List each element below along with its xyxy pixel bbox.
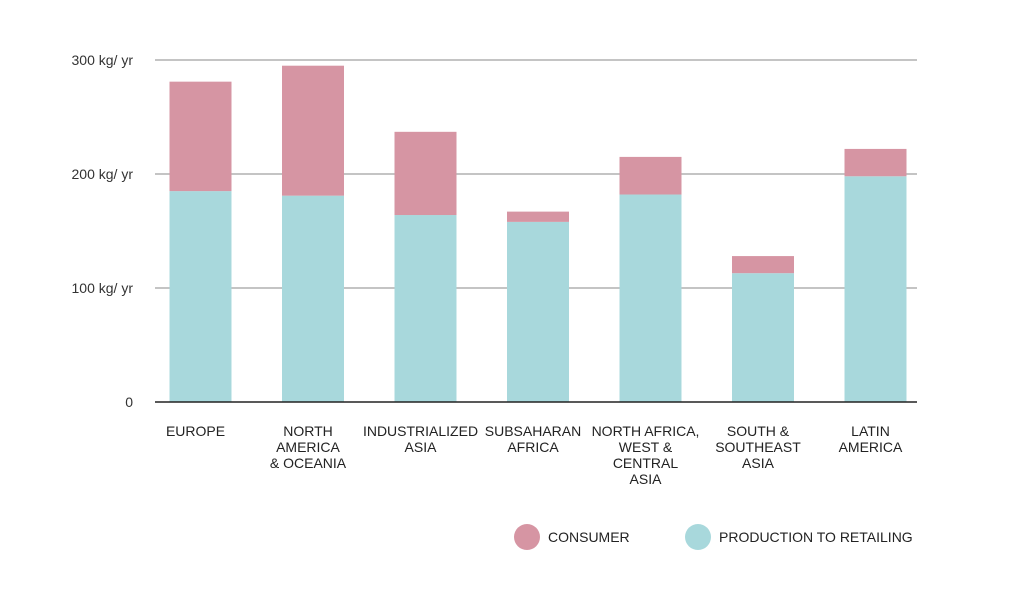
y-tick-label: 0 [125, 394, 133, 410]
category-label-line: ASIA [405, 439, 438, 455]
legend: CONSUMER PRODUCTION TO RETAILING [514, 524, 913, 550]
legend-swatch [514, 524, 540, 550]
bar-segment [394, 215, 457, 402]
bar-segment [844, 176, 907, 402]
y-tick-label: 300 kg/ yr [72, 52, 134, 68]
bar-segment [169, 191, 232, 402]
category-label: INDUSTRIALIZED ASIA [363, 423, 478, 455]
y-tick-label: 100 kg/ yr [72, 280, 134, 296]
bar-segment [732, 273, 794, 402]
bar-segment [844, 148, 907, 177]
category-label-line: ASIA [630, 471, 663, 487]
category-label-line: SOUTHEAST [715, 439, 801, 455]
category-label: SOUTH & SOUTHEAST ASIA [715, 423, 801, 471]
bar-segment [507, 211, 569, 222]
y-axis: 0 100 kg/ yr 200 kg/ yr 300 kg/ yr [72, 52, 917, 410]
bar-segment [619, 156, 682, 195]
category-label-line: ASIA [742, 455, 775, 471]
category-label-line: AFRICA [507, 439, 559, 455]
category-label-line: CENTRAL [613, 455, 679, 471]
legend-label: PRODUCTION TO RETAILING [719, 529, 913, 545]
category-label-line: INDUSTRIALIZED [363, 423, 478, 439]
category-label-line: SOUTH & [727, 423, 790, 439]
category-label: NORTH AFRICA, WEST & CENTRAL ASIA [592, 423, 700, 487]
category-label: LATIN AMERICA [839, 423, 903, 455]
category-label-line: NORTH [283, 423, 333, 439]
category-label-line: WEST & [619, 439, 673, 455]
y-tick-label: 200 kg/ yr [72, 166, 134, 182]
bar-segment [169, 81, 232, 192]
category-label: SUBSAHARAN AFRICA [485, 423, 581, 455]
bars [169, 65, 907, 402]
bar-segment [732, 256, 794, 274]
category-labels: EUROPE NORTH AMERICA & OCEANIAINDUSTRIALIZE… [166, 423, 903, 487]
legend-label: CONSUMER [548, 529, 630, 545]
category-label-line: AMERICA [839, 439, 903, 455]
bar-segment [282, 65, 344, 196]
category-label: EUROPE [166, 423, 225, 439]
bar-segment [282, 195, 344, 402]
bar-segment [507, 221, 569, 402]
category-label-line: AMERICA [276, 439, 340, 455]
category-label-line: EUROPE [166, 423, 225, 439]
bar-segment [394, 131, 457, 216]
legend-swatch [685, 524, 711, 550]
category-label: NORTH AMERICA & OCEANIA [270, 423, 347, 471]
category-label-line: LATIN [851, 423, 890, 439]
category-label-line: SUBSAHARAN [485, 423, 581, 439]
category-label-line: & OCEANIA [270, 455, 347, 471]
bar-segment [619, 194, 682, 402]
category-label-line: NORTH AFRICA, [592, 423, 700, 439]
